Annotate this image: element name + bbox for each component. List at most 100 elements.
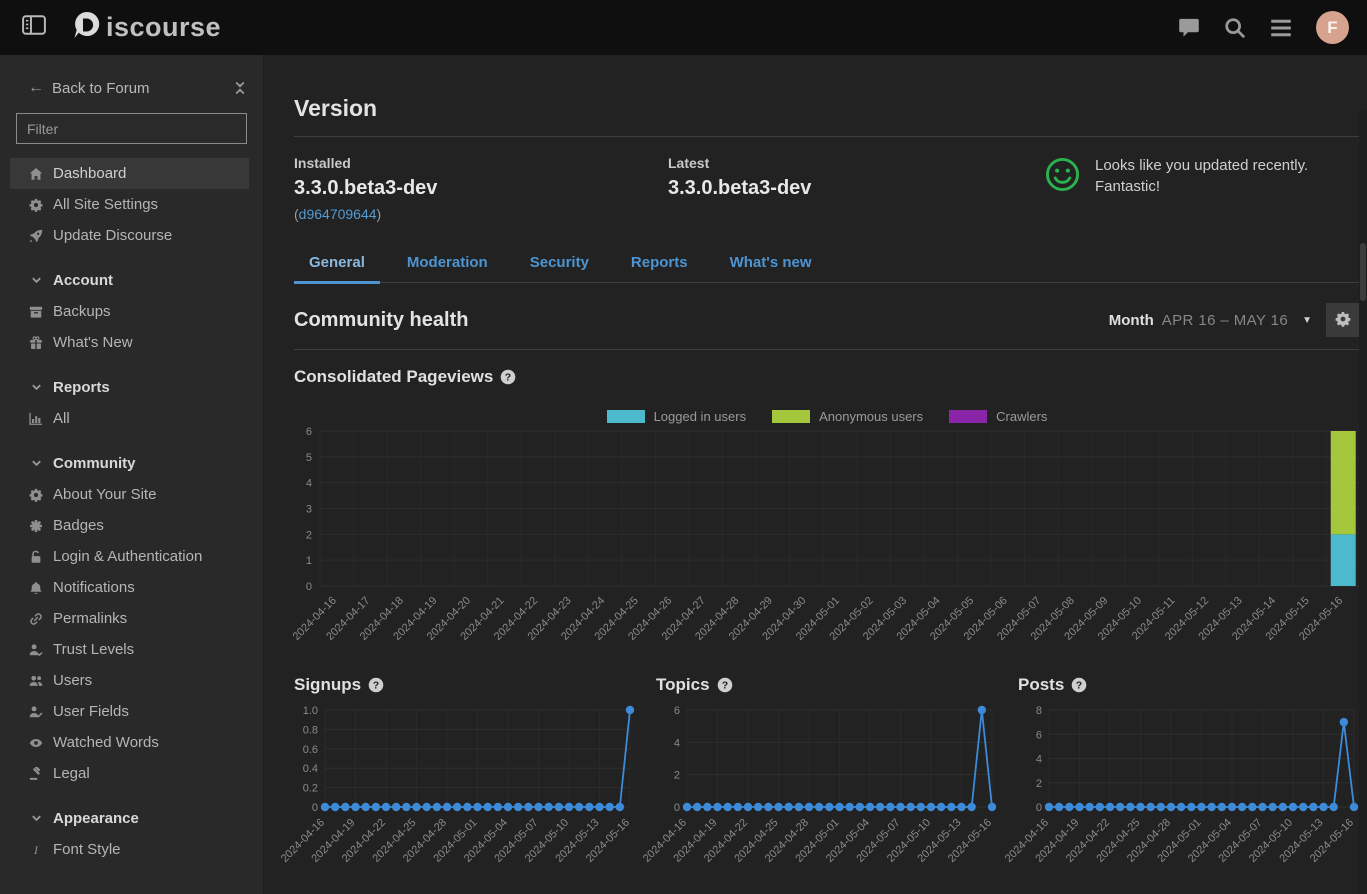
sidebar-section-reports[interactable]: Reports (10, 372, 249, 403)
dashboard-settings-button[interactable] (1326, 303, 1360, 337)
tab-reports[interactable]: Reports (630, 254, 688, 271)
svg-text:?: ? (1076, 680, 1082, 692)
user-check-icon (28, 643, 44, 657)
topics-chart: 02462024-04-162024-04-192024-04-222024-0… (641, 705, 997, 865)
tab-moderation[interactable]: Moderation (406, 254, 488, 271)
posts-chart-title: Posts (1018, 675, 1065, 694)
scrollbar-thumb[interactable] (1360, 243, 1366, 301)
gear-icon (28, 488, 44, 502)
svg-text:1: 1 (306, 555, 312, 567)
pageviews-legend: Logged in users Anonymous users Crawlers (294, 409, 1360, 424)
sidebar-item-dashboard[interactable]: Dashboard (10, 158, 249, 189)
sidebar-item-watched-words[interactable]: Watched Words (10, 727, 249, 758)
sidebar-item-all-reports[interactable]: All (10, 403, 249, 434)
chat-icon[interactable] (1178, 17, 1200, 39)
sidebar-filter-input[interactable] (16, 113, 247, 144)
sidebar-item-legal[interactable]: Legal (10, 758, 249, 789)
chevron-down-icon (28, 382, 44, 393)
sidebar-panel-icon (22, 15, 46, 40)
discourse-logo[interactable]: iscourse (72, 10, 221, 45)
help-icon[interactable]: ? (717, 677, 733, 693)
back-to-forum-link[interactable]: Back to Forum (52, 79, 150, 97)
sidebar-toggle-button[interactable] (14, 8, 54, 48)
chevron-down-icon[interactable]: ▼ (1302, 314, 1312, 326)
svg-text:0: 0 (306, 581, 312, 593)
legend-swatch-logged-in (606, 410, 645, 423)
commit-hash-link[interactable]: d964709644 (298, 206, 377, 222)
sidebar-section-appearance[interactable]: Appearance (10, 803, 249, 834)
help-icon[interactable]: ? (1071, 677, 1087, 693)
update-status-message: Looks like you updated recently. Fantast… (1095, 157, 1309, 195)
sidebar-item-update-discourse[interactable]: Update Discourse (10, 220, 249, 251)
search-icon[interactable] (1224, 17, 1246, 39)
legend-crawlers[interactable]: Crawlers (949, 409, 1047, 424)
dashboard-tabs: General Moderation Security Reports What… (294, 254, 1360, 284)
sidebar-item-trust-levels[interactable]: Trust Levels (10, 634, 249, 665)
bar-chart-icon (28, 412, 44, 426)
svg-text:?: ? (505, 372, 511, 384)
smiley-icon (1045, 157, 1080, 222)
svg-text:0.2: 0.2 (303, 783, 318, 795)
tab-general[interactable]: General (294, 254, 380, 284)
installed-version: 3.3.0.beta3-dev (294, 177, 438, 199)
svg-text:0.6: 0.6 (303, 744, 318, 756)
tab-security[interactable]: Security (529, 254, 589, 271)
latest-version: 3.3.0.beta3-dev (668, 177, 812, 199)
sidebar-item-login-authentication[interactable]: Login & Authentication (10, 541, 249, 572)
sidebar-item-user-fields[interactable]: User Fields (10, 696, 249, 727)
svg-text:2: 2 (306, 529, 312, 541)
rocket-icon (28, 229, 44, 243)
sidebar-item-all-site-settings[interactable]: All Site Settings (10, 189, 249, 220)
installed-commit: (d964709644) (294, 206, 382, 222)
sidebar-section-account[interactable]: Account (10, 265, 249, 296)
svg-text:0.8: 0.8 (303, 724, 318, 736)
box-icon (28, 305, 44, 319)
hamburger-menu-icon[interactable] (1270, 17, 1292, 39)
gift-icon (28, 335, 44, 350)
legend-logged-in-users[interactable]: Logged in users (606, 409, 746, 424)
sidebar-item-backups[interactable]: Backups (10, 296, 249, 327)
badge-icon (28, 519, 44, 533)
sidebar-item-users[interactable]: Users (10, 665, 249, 696)
sidebar-item-font-style[interactable]: I Font Style (10, 834, 249, 865)
home-icon (28, 167, 44, 181)
admin-main-content: Version Installed 3.3.0.beta3-dev (d9647… (264, 55, 1367, 894)
svg-text:6: 6 (674, 705, 680, 717)
tab-whats-new[interactable]: What's new (729, 254, 812, 271)
help-icon[interactable]: ? (368, 677, 384, 693)
svg-text:4: 4 (674, 737, 680, 749)
legend-swatch-anonymous (772, 410, 811, 423)
svg-text:0: 0 (1036, 802, 1042, 814)
svg-text:1.0: 1.0 (303, 705, 318, 717)
sidebar-item-whats-new[interactable]: What's New (10, 327, 249, 358)
sidebar-section-community[interactable]: Community (10, 448, 249, 479)
legend-anonymous-users[interactable]: Anonymous users (772, 409, 923, 424)
sidebar-item-notifications[interactable]: Notifications (10, 572, 249, 603)
page-scrollbar[interactable] (1359, 110, 1367, 894)
sidebar-collapse-icon[interactable] (233, 81, 247, 95)
signups-chart: 00.20.40.60.81.02024-04-162024-04-192024… (279, 705, 635, 865)
user-pen-icon (28, 705, 44, 719)
legend-swatch-crawlers (949, 410, 988, 423)
bell-icon (28, 581, 44, 595)
pageviews-chart-title: Consolidated Pageviews (294, 367, 494, 386)
chevron-down-icon (28, 275, 44, 286)
avatar[interactable]: F (1316, 11, 1349, 44)
svg-text:2: 2 (674, 770, 680, 782)
sidebar-item-badges[interactable]: Badges (10, 510, 249, 541)
sidebar-item-permalinks[interactable]: Permalinks (10, 603, 249, 634)
unlock-icon (28, 550, 44, 564)
sidebar-item-about-your-site[interactable]: About Your Site (10, 479, 249, 510)
sidebar-nav: Dashboard All Site Settings Update Disco… (0, 158, 263, 865)
eye-icon (28, 736, 44, 750)
svg-text:4: 4 (1036, 754, 1042, 766)
svg-text:?: ? (373, 680, 379, 692)
gear-icon (1335, 311, 1351, 330)
svg-text:2: 2 (1036, 778, 1042, 790)
svg-text:0: 0 (312, 802, 318, 814)
users-icon (28, 674, 44, 688)
help-icon[interactable]: ? (500, 369, 516, 385)
chevron-down-icon (28, 458, 44, 469)
svg-text:0: 0 (674, 802, 680, 814)
svg-text:5: 5 (306, 452, 312, 464)
